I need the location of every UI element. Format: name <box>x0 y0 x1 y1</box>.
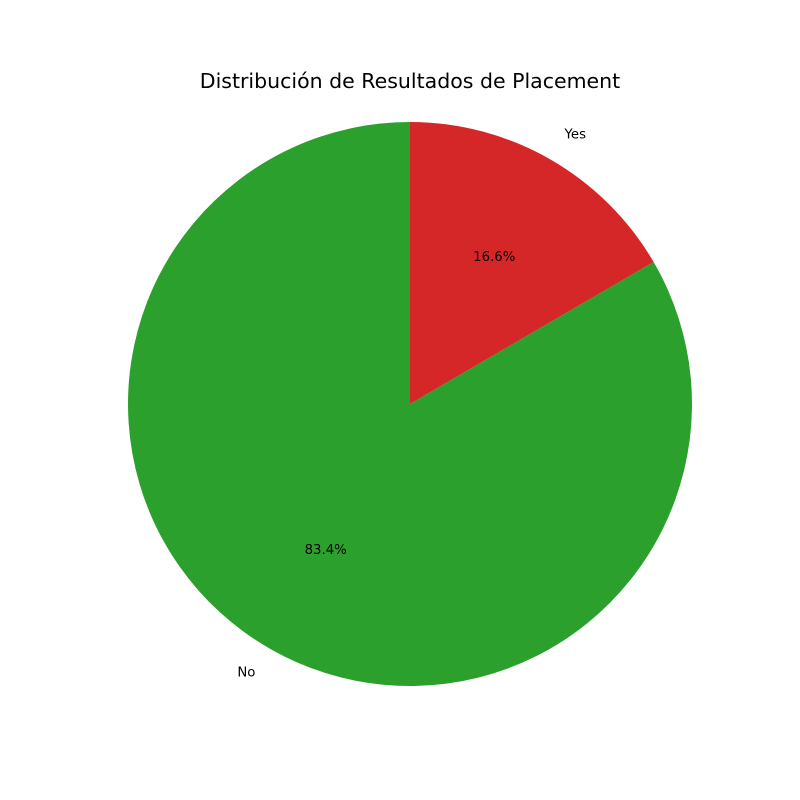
slice-percent-no: 83.4% <box>305 543 347 558</box>
chart-title: Distribución de Resultados de Placement <box>200 69 620 93</box>
slice-label-yes: Yes <box>564 128 587 143</box>
slice-label-no: No <box>237 665 255 680</box>
pie-slice-yes <box>410 122 654 404</box>
pie-slices <box>127 122 692 686</box>
pie-slice-no <box>127 122 692 686</box>
pie-labels: Yes 16.6% No 83.4% <box>237 128 586 681</box>
slice-percent-yes: 16.6% <box>473 250 515 265</box>
